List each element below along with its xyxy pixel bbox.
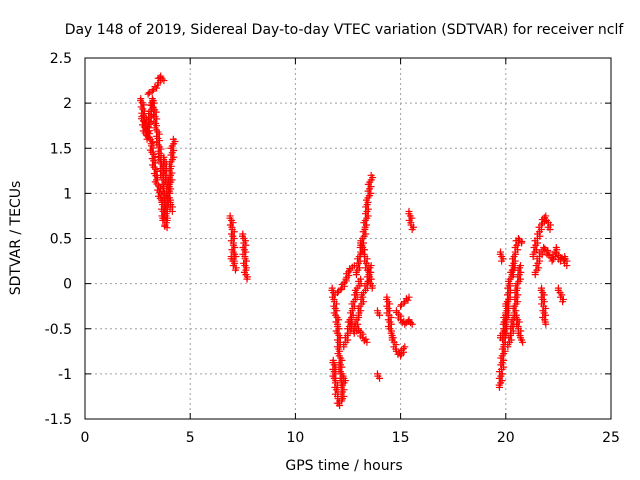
data-point <box>519 338 527 346</box>
data-point <box>408 225 416 233</box>
x-tick-label: 25 <box>602 430 620 446</box>
y-tick-label: -0.5 <box>45 322 72 338</box>
data-point <box>405 293 413 301</box>
data-point <box>144 90 152 98</box>
data-point <box>392 347 400 355</box>
data-point <box>368 284 376 292</box>
data-point <box>145 89 153 97</box>
data-point <box>408 320 416 328</box>
data-point <box>340 374 348 382</box>
data-point <box>400 299 408 307</box>
data-point <box>243 275 251 283</box>
y-axis-title: SDTVAR / TECUs <box>8 181 24 296</box>
data-point <box>559 298 567 306</box>
data-point <box>153 84 161 92</box>
x-axis-title: GPS time / hours <box>285 458 402 474</box>
y-tick-label: 0.5 <box>50 232 72 248</box>
data-point <box>401 298 409 306</box>
y-tick-label: -1 <box>58 367 72 383</box>
data-point <box>148 87 156 95</box>
data-point <box>158 75 166 83</box>
data-point <box>376 311 384 319</box>
y-tick-label: -1.5 <box>45 412 72 428</box>
data-point <box>407 319 415 327</box>
y-tick-label: 1 <box>63 186 72 202</box>
data-point <box>540 244 548 252</box>
data-point <box>546 225 554 233</box>
data-point <box>363 338 371 346</box>
x-tick-label: 10 <box>286 430 304 446</box>
x-tick-label: 0 <box>81 430 90 446</box>
data-point <box>169 135 177 143</box>
data-point <box>168 207 176 215</box>
data-point <box>517 262 525 270</box>
y-tick-label: 2 <box>63 96 72 112</box>
data-point <box>397 316 405 324</box>
data-point <box>542 320 550 328</box>
data-point <box>401 343 409 351</box>
data-point <box>149 86 157 94</box>
data-point <box>157 72 165 80</box>
data-point <box>560 256 568 264</box>
x-tick-label: 20 <box>497 430 515 446</box>
data-point <box>401 320 409 328</box>
data-point <box>405 316 413 324</box>
data-point <box>333 289 341 297</box>
axis-ticks: 0 5 10 15 20 25 -1.5 -1 -0.5 0 0.5 1 1.5 2 2.5 <box>45 51 620 446</box>
data-point <box>514 235 522 242</box>
data-point <box>563 262 571 270</box>
data-point <box>160 77 168 85</box>
data-point <box>231 266 239 274</box>
data-point <box>498 257 506 265</box>
data-point <box>362 335 370 343</box>
data-point <box>357 275 365 283</box>
grid-lines <box>85 58 611 419</box>
data-points <box>137 72 571 409</box>
data-point <box>518 239 526 247</box>
plot-frame <box>84 57 612 420</box>
chart-title: Day 148 of 2019, Sidereal Day-to-day VTE… <box>65 22 625 38</box>
x-tick-label: 15 <box>392 430 410 446</box>
y-tick-label: 1.5 <box>50 141 72 157</box>
data-point <box>163 224 171 232</box>
y-tick-label: 2.5 <box>50 51 72 67</box>
data-point <box>359 334 367 342</box>
data-point <box>367 171 375 179</box>
data-point <box>376 374 384 382</box>
data-point <box>397 302 405 310</box>
x-tick-label: 5 <box>186 430 195 446</box>
data-point <box>337 286 345 294</box>
data-point <box>404 296 412 304</box>
data-point <box>557 257 565 265</box>
y-tick-label: 0 <box>63 277 72 293</box>
